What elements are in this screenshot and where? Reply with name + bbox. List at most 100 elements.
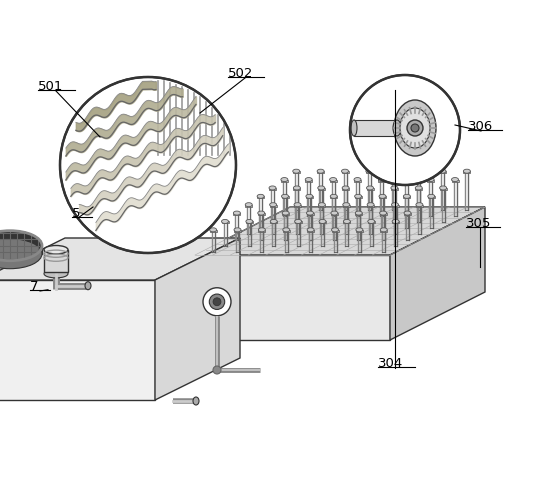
Polygon shape	[331, 230, 339, 232]
Ellipse shape	[233, 211, 240, 215]
Ellipse shape	[354, 178, 361, 182]
Circle shape	[203, 288, 231, 316]
Polygon shape	[305, 180, 312, 182]
Ellipse shape	[306, 195, 313, 198]
Polygon shape	[319, 221, 326, 223]
Ellipse shape	[404, 211, 411, 215]
Polygon shape	[44, 249, 68, 272]
Ellipse shape	[305, 178, 312, 182]
Circle shape	[350, 75, 460, 185]
Polygon shape	[403, 197, 410, 198]
Ellipse shape	[294, 202, 301, 207]
Polygon shape	[403, 180, 410, 182]
Polygon shape	[343, 205, 350, 207]
Polygon shape	[0, 246, 42, 254]
Ellipse shape	[306, 211, 314, 215]
Ellipse shape	[307, 228, 314, 232]
Ellipse shape	[246, 202, 252, 207]
Polygon shape	[390, 207, 485, 340]
Ellipse shape	[366, 169, 373, 173]
Ellipse shape	[281, 195, 288, 198]
Polygon shape	[0, 280, 155, 400]
Polygon shape	[331, 213, 338, 215]
Ellipse shape	[403, 195, 410, 198]
Ellipse shape	[331, 211, 338, 215]
Polygon shape	[392, 221, 399, 223]
Polygon shape	[355, 197, 362, 198]
Ellipse shape	[295, 219, 302, 223]
Ellipse shape	[0, 231, 42, 261]
Ellipse shape	[351, 120, 357, 136]
Polygon shape	[366, 171, 373, 173]
Ellipse shape	[392, 219, 399, 223]
Ellipse shape	[318, 186, 325, 190]
Polygon shape	[246, 205, 252, 207]
Polygon shape	[354, 120, 397, 136]
Ellipse shape	[416, 202, 423, 207]
Ellipse shape	[319, 202, 325, 207]
Polygon shape	[380, 230, 387, 232]
Polygon shape	[404, 213, 411, 215]
Ellipse shape	[378, 178, 386, 182]
Ellipse shape	[293, 169, 300, 173]
Polygon shape	[342, 188, 349, 190]
Ellipse shape	[0, 239, 42, 269]
Polygon shape	[415, 188, 422, 190]
Circle shape	[209, 294, 225, 309]
Ellipse shape	[380, 228, 387, 232]
Ellipse shape	[330, 178, 336, 182]
Ellipse shape	[379, 195, 386, 198]
Polygon shape	[439, 171, 446, 173]
Polygon shape	[440, 188, 446, 190]
Ellipse shape	[258, 211, 264, 215]
Polygon shape	[233, 213, 240, 215]
Polygon shape	[319, 205, 325, 207]
Polygon shape	[391, 188, 398, 190]
Ellipse shape	[439, 169, 446, 173]
Polygon shape	[246, 221, 253, 223]
Ellipse shape	[341, 169, 349, 173]
Ellipse shape	[222, 219, 228, 223]
Text: 7: 7	[30, 280, 39, 293]
Text: 501: 501	[38, 80, 64, 93]
Ellipse shape	[44, 269, 68, 278]
Polygon shape	[341, 171, 349, 173]
Polygon shape	[270, 221, 277, 223]
Polygon shape	[367, 188, 373, 190]
Polygon shape	[392, 205, 398, 207]
Polygon shape	[330, 197, 337, 198]
Polygon shape	[195, 207, 485, 255]
Polygon shape	[222, 221, 228, 223]
Ellipse shape	[269, 186, 276, 190]
Polygon shape	[306, 213, 314, 215]
Ellipse shape	[257, 195, 264, 198]
Ellipse shape	[210, 228, 217, 232]
Ellipse shape	[270, 202, 277, 207]
Ellipse shape	[281, 178, 288, 182]
Ellipse shape	[331, 228, 339, 232]
Polygon shape	[379, 213, 387, 215]
Polygon shape	[355, 213, 362, 215]
Ellipse shape	[355, 211, 362, 215]
Ellipse shape	[294, 186, 300, 190]
Polygon shape	[379, 197, 386, 198]
Polygon shape	[270, 205, 277, 207]
Polygon shape	[390, 171, 397, 173]
Polygon shape	[330, 180, 336, 182]
Ellipse shape	[343, 202, 350, 207]
Ellipse shape	[85, 282, 91, 290]
Ellipse shape	[270, 219, 277, 223]
Polygon shape	[281, 180, 288, 182]
Polygon shape	[428, 197, 435, 198]
Polygon shape	[295, 221, 302, 223]
Ellipse shape	[330, 195, 337, 198]
Ellipse shape	[403, 178, 410, 182]
Ellipse shape	[343, 219, 350, 223]
Ellipse shape	[342, 186, 349, 190]
Ellipse shape	[44, 246, 68, 254]
Polygon shape	[427, 180, 434, 182]
Ellipse shape	[367, 202, 374, 207]
Text: 305: 305	[466, 217, 492, 230]
Ellipse shape	[367, 186, 373, 190]
Polygon shape	[368, 221, 375, 223]
